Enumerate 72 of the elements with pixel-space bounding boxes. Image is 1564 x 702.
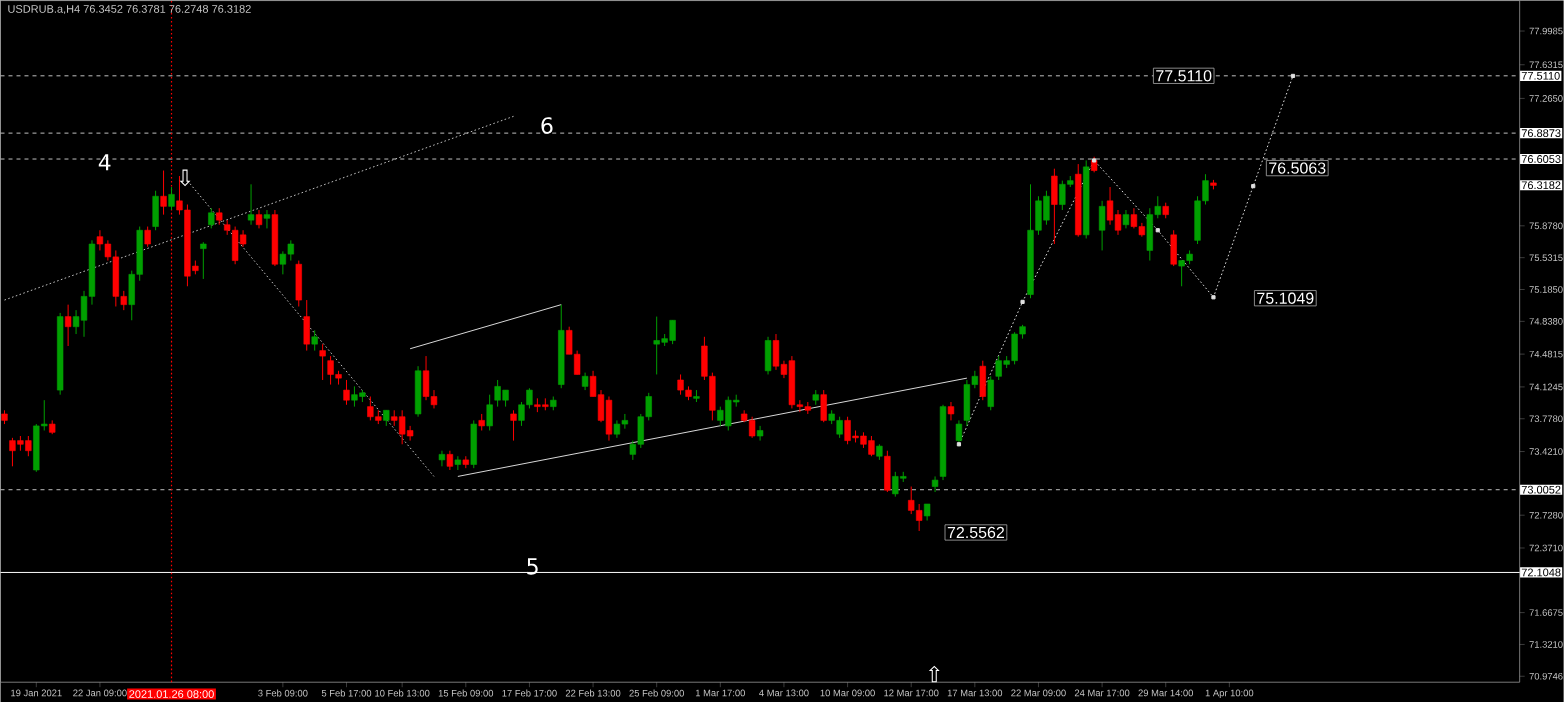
candlestick: [367, 395, 374, 421]
candlestick: [311, 329, 318, 351]
candlestick: [255, 209, 263, 229]
candlestick: [756, 425, 764, 442]
candlestick: [717, 406, 724, 427]
candlestick: [399, 409, 406, 445]
candlestick: [908, 485, 915, 515]
candlestick: [327, 355, 334, 385]
candlestick: [1051, 168, 1058, 245]
candlestick: [653, 316, 660, 375]
candlestick: [748, 416, 756, 439]
candlestick: [669, 319, 676, 345]
candlestick: [1130, 207, 1138, 229]
candlestick: [1170, 229, 1177, 267]
candlestick: [263, 209, 271, 229]
candlestick: [725, 395, 732, 431]
candlestick: [979, 360, 986, 401]
candlestick: [788, 355, 796, 409]
candlestick: [1098, 200, 1106, 251]
annotation: 4: [98, 154, 111, 171]
candlestick: [438, 450, 446, 467]
candlestick: [995, 355, 1002, 381]
candlestick: [892, 471, 899, 498]
candlestick: [295, 259, 302, 307]
candlestick: [208, 207, 215, 229]
candlestick: [446, 450, 454, 471]
candlestick: [844, 416, 851, 445]
candlestick: [494, 379, 501, 408]
candlestick: [422, 355, 430, 401]
candlestick: [1059, 180, 1066, 211]
candlestick: [303, 299, 310, 351]
candlestick: [231, 225, 239, 265]
candlestick: [160, 169, 167, 216]
candlestick: [152, 190, 159, 231]
candlestick: [677, 373, 684, 396]
candlestick: [319, 343, 326, 381]
candlestick: [1043, 190, 1050, 226]
annotation: 6: [541, 117, 553, 134]
candlestick: [486, 394, 493, 431]
candlestick: [916, 503, 923, 532]
candlestick: [605, 395, 613, 442]
annotation: ⇧: [928, 665, 940, 683]
candlestick: [987, 375, 994, 411]
candlestick: [168, 186, 175, 211]
annotation: 5: [527, 558, 538, 575]
candlestick: [764, 336, 772, 375]
candlestick: [144, 225, 151, 248]
candlestick: [64, 304, 72, 347]
candlestick: [200, 241, 207, 280]
candlestick: [621, 413, 629, 430]
candlestick: [279, 250, 287, 275]
candlestick: [884, 450, 891, 493]
candlestick: [351, 385, 358, 408]
candlestick: [510, 409, 517, 442]
candlestick: [1011, 331, 1018, 365]
candlestick: [1122, 209, 1130, 229]
candlestick: [820, 389, 827, 423]
candlestick: [343, 379, 350, 406]
annotation: ⇩: [179, 169, 191, 187]
candlestick: [1146, 207, 1153, 261]
candlestick: [25, 435, 32, 457]
candlestick: [96, 229, 104, 251]
candlestick: [1178, 259, 1185, 287]
candlestick: [414, 365, 422, 418]
candlestick: [470, 419, 477, 469]
candlestick: [947, 401, 955, 421]
candlestick: [33, 423, 40, 473]
candlestick: [836, 416, 843, 439]
candlestick: [868, 435, 875, 457]
candlestick: [247, 183, 255, 226]
candlestick: [772, 333, 780, 371]
candlestick: [9, 437, 16, 467]
